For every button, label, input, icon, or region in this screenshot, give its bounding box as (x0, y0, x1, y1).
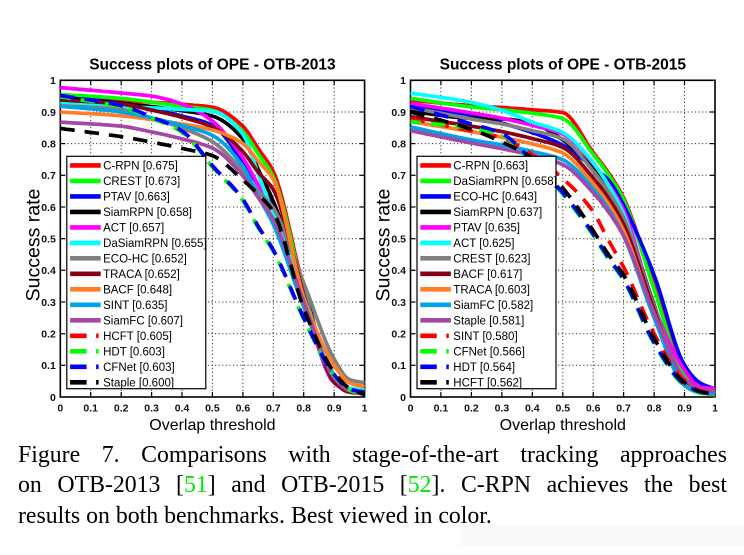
svg-text:HCFT [0.562]: HCFT [0.562] (453, 378, 522, 390)
svg-text:Staple [0.581]: Staple [0.581] (453, 316, 524, 328)
svg-text:ACT [0.625]: ACT [0.625] (453, 238, 514, 250)
svg-text:0.6: 0.6 (391, 202, 406, 214)
svg-text:0.2: 0.2 (114, 403, 129, 415)
svg-text:BACF [0.648]: BACF [0.648] (103, 285, 172, 297)
svg-text:0.5: 0.5 (391, 234, 406, 246)
svg-text:1: 1 (362, 403, 368, 415)
svg-text:PTAV [0.635]: PTAV [0.635] (453, 223, 520, 235)
svg-text:0.7: 0.7 (391, 170, 406, 182)
svg-text:0: 0 (400, 392, 406, 404)
svg-text:0.8: 0.8 (391, 139, 406, 151)
svg-text:0.6: 0.6 (586, 403, 601, 415)
svg-text:0.2: 0.2 (391, 329, 406, 341)
svg-text:Success plots of OPE - OTB-201: Success plots of OPE - OTB-2015 (440, 57, 687, 74)
svg-text:0.8: 0.8 (296, 403, 311, 415)
svg-text:0.3: 0.3 (391, 297, 406, 309)
svg-text:0.4: 0.4 (525, 403, 540, 415)
svg-text:0.3: 0.3 (495, 403, 510, 415)
svg-text:Staple [0.600]: Staple [0.600] (103, 378, 174, 390)
svg-text:0.5: 0.5 (41, 234, 56, 246)
svg-text:PTAV [0.663]: PTAV [0.663] (103, 192, 170, 204)
svg-text:0.7: 0.7 (266, 403, 281, 415)
svg-text:BACF [0.617]: BACF [0.617] (453, 269, 522, 281)
svg-text:SiamRPN [0.637]: SiamRPN [0.637] (453, 207, 542, 219)
svg-text:1: 1 (712, 403, 718, 415)
svg-text:CFNet [0.603]: CFNet [0.603] (103, 362, 175, 374)
svg-text:0.4: 0.4 (41, 265, 56, 277)
svg-text:0.7: 0.7 (41, 170, 56, 182)
svg-text:0.9: 0.9 (327, 403, 342, 415)
svg-text:TRACA [0.603]: TRACA [0.603] (453, 285, 530, 297)
svg-text:0.4: 0.4 (391, 265, 406, 277)
svg-text:0: 0 (50, 392, 56, 404)
svg-text:CREST [0.673]: CREST [0.673] (103, 176, 180, 188)
svg-text:0.1: 0.1 (434, 403, 449, 415)
svg-text:0.4: 0.4 (175, 403, 190, 415)
svg-text:Success plots of OPE - OTB-201: Success plots of OPE - OTB-2013 (89, 57, 336, 74)
svg-text:ECO-HC [0.643]: ECO-HC [0.643] (453, 192, 537, 204)
svg-text:0: 0 (57, 403, 63, 415)
svg-text:TRACA [0.652]: TRACA [0.652] (103, 269, 180, 281)
svg-text:ECO-HC [0.652]: ECO-HC [0.652] (103, 254, 187, 266)
svg-text:SINT [0.635]: SINT [0.635] (103, 300, 167, 312)
svg-text:0.9: 0.9 (391, 107, 406, 119)
svg-text:CREST [0.623]: CREST [0.623] (453, 254, 530, 266)
svg-text:Overlap threshold: Overlap threshold (149, 417, 275, 434)
svg-text:ACT [0.657]: ACT [0.657] (103, 223, 164, 235)
svg-text:0.8: 0.8 (647, 403, 662, 415)
svg-text:0.7: 0.7 (616, 403, 631, 415)
svg-text:Success rate: Success rate (373, 189, 395, 302)
svg-text:0.6: 0.6 (41, 202, 56, 214)
svg-text:DaSiamRPN [0.655]: DaSiamRPN [0.655] (103, 238, 207, 250)
svg-text:Success rate: Success rate (22, 189, 44, 302)
svg-text:HDT [0.564]: HDT [0.564] (453, 362, 515, 374)
svg-text:C-RPN [0.675]: C-RPN [0.675] (103, 161, 178, 173)
svg-text:0: 0 (408, 403, 414, 415)
svg-text:CFNet [0.566]: CFNet [0.566] (453, 347, 525, 359)
svg-text:Overlap threshold: Overlap threshold (500, 417, 626, 434)
svg-text:0.5: 0.5 (205, 403, 220, 415)
svg-text:SiamRPN [0.658]: SiamRPN [0.658] (103, 207, 192, 219)
svg-text:1: 1 (400, 75, 406, 87)
svg-text:1: 1 (50, 75, 56, 87)
svg-text:0.9: 0.9 (41, 107, 56, 119)
svg-text:0.9: 0.9 (677, 403, 692, 415)
svg-text:0.2: 0.2 (464, 403, 479, 415)
svg-text:C-RPN [0.663]: C-RPN [0.663] (453, 161, 528, 173)
svg-text:0.3: 0.3 (144, 403, 159, 415)
svg-text:0.2: 0.2 (41, 329, 56, 341)
svg-text:DaSiamRPN [0.658]: DaSiamRPN [0.658] (453, 176, 557, 188)
svg-text:0.1: 0.1 (83, 403, 98, 415)
svg-text:0.1: 0.1 (391, 360, 406, 372)
svg-text:0.5: 0.5 (555, 403, 570, 415)
svg-text:SINT [0.580]: SINT [0.580] (453, 331, 517, 343)
svg-text:HDT [0.603]: HDT [0.603] (103, 347, 165, 359)
svg-text:SiamFC [0.607]: SiamFC [0.607] (103, 316, 183, 328)
svg-text:SiamFC [0.582]: SiamFC [0.582] (453, 300, 533, 312)
svg-text:0.6: 0.6 (236, 403, 251, 415)
svg-text:0.1: 0.1 (41, 360, 56, 372)
svg-text:0.3: 0.3 (41, 297, 56, 309)
svg-text:HCFT [0.605]: HCFT [0.605] (103, 331, 172, 343)
svg-text:0.8: 0.8 (41, 139, 56, 151)
